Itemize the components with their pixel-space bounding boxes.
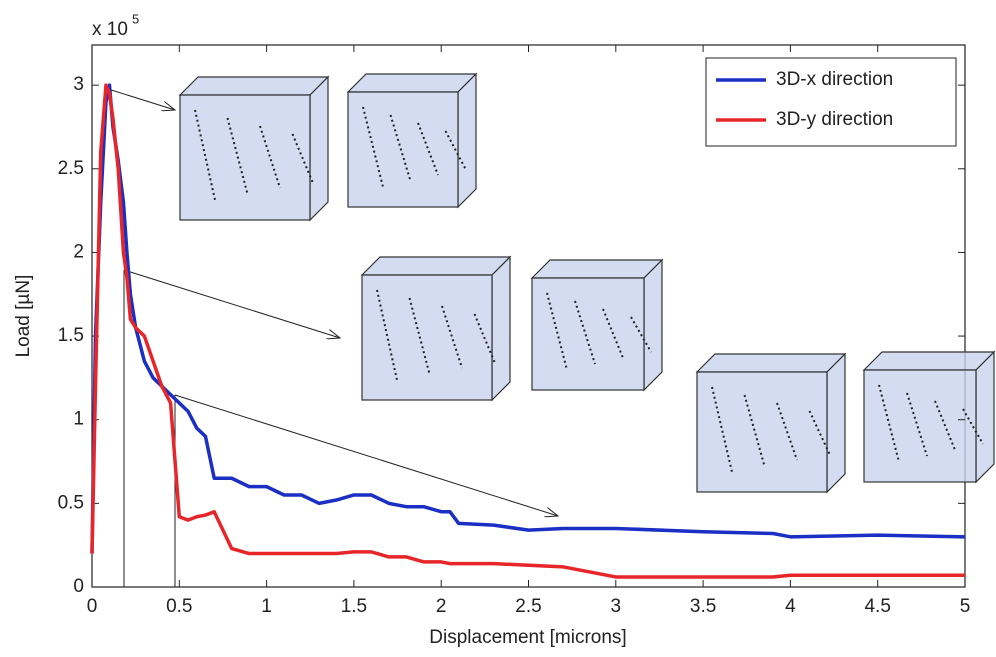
cube-face	[530, 259, 664, 279]
inset-images	[178, 72, 996, 494]
cube-texture	[934, 400, 956, 451]
arrow	[104, 87, 175, 110]
y-scale-exponent: 5	[132, 11, 139, 26]
cube-texture	[602, 308, 624, 359]
cube-face	[309, 75, 329, 222]
x-axis-label: Displacement [microns]	[429, 627, 626, 648]
cube-texture	[962, 408, 984, 445]
y-tick-label: 0.5	[58, 492, 84, 513]
x-tick-label: 2	[436, 596, 447, 617]
arrow	[123, 269, 340, 338]
y-axis-label: Load [µN]	[13, 275, 34, 358]
cube-texture	[389, 114, 412, 182]
cube-texture	[630, 316, 652, 353]
cube	[346, 72, 478, 209]
arrow	[174, 394, 558, 516]
cube-texture	[376, 289, 398, 381]
cube-face	[457, 72, 477, 209]
cube-face	[862, 351, 996, 371]
cube-face	[863, 369, 977, 483]
cube-texture	[194, 109, 216, 201]
x-tick-label: 0.5	[166, 596, 192, 617]
cube-texture	[408, 297, 431, 375]
x-tick-label: 3.5	[690, 596, 716, 617]
cube-texture	[444, 130, 467, 170]
cube-face	[360, 256, 512, 276]
x-tick-label: 2.5	[515, 596, 541, 617]
x-tick-label: 1.5	[341, 596, 367, 617]
cube	[360, 255, 512, 402]
x-tick-label: 5	[960, 596, 971, 617]
cube-face	[347, 91, 459, 208]
cube	[530, 258, 664, 392]
data-line	[90, 83, 966, 554]
y-tick-label: 1	[73, 409, 84, 430]
y-tick-label: 3	[73, 74, 84, 95]
x-tick-label: 1	[261, 596, 272, 617]
x-tick-label: 3	[611, 596, 622, 617]
cube-face	[826, 352, 846, 494]
y-tick-label: 0	[73, 576, 84, 597]
x-tick-label: 4.5	[864, 596, 890, 617]
cube-face	[975, 350, 995, 484]
cube-face	[491, 255, 511, 402]
y-tick-label: 1.5	[58, 325, 84, 346]
y-tick-label: 2	[73, 241, 84, 262]
legend-box	[705, 57, 957, 147]
cube-face	[531, 277, 645, 391]
cube-face	[178, 76, 330, 96]
y-scale-base: x 10	[92, 19, 128, 40]
x-tick-label: 4	[785, 596, 796, 617]
cube-face	[695, 353, 847, 373]
y-tick-label: 2.5	[58, 158, 84, 179]
cube-texture	[226, 117, 249, 195]
cube	[178, 75, 330, 222]
cube-face	[643, 258, 663, 392]
x-tick-label: 0	[87, 596, 98, 617]
cube-texture	[546, 292, 568, 371]
cube-face	[179, 94, 311, 221]
cube-texture	[417, 122, 439, 176]
cube-face	[361, 274, 493, 401]
cube-texture	[906, 392, 928, 457]
cube-texture	[291, 133, 314, 183]
cube	[695, 352, 847, 494]
cube-texture	[362, 106, 384, 188]
cube-texture	[776, 402, 798, 461]
legend-label: 3D-x direction	[776, 69, 893, 90]
cube-texture	[574, 300, 596, 365]
cube-texture	[743, 394, 766, 467]
legend-label: 3D-y direction	[776, 109, 893, 130]
cube-texture	[473, 313, 496, 363]
cube-texture	[441, 305, 463, 369]
cube-face	[346, 73, 478, 93]
cube	[862, 350, 996, 484]
cube-face	[696, 371, 828, 493]
cube-texture	[259, 125, 281, 189]
data-line	[90, 83, 965, 579]
cube-texture	[878, 384, 900, 463]
